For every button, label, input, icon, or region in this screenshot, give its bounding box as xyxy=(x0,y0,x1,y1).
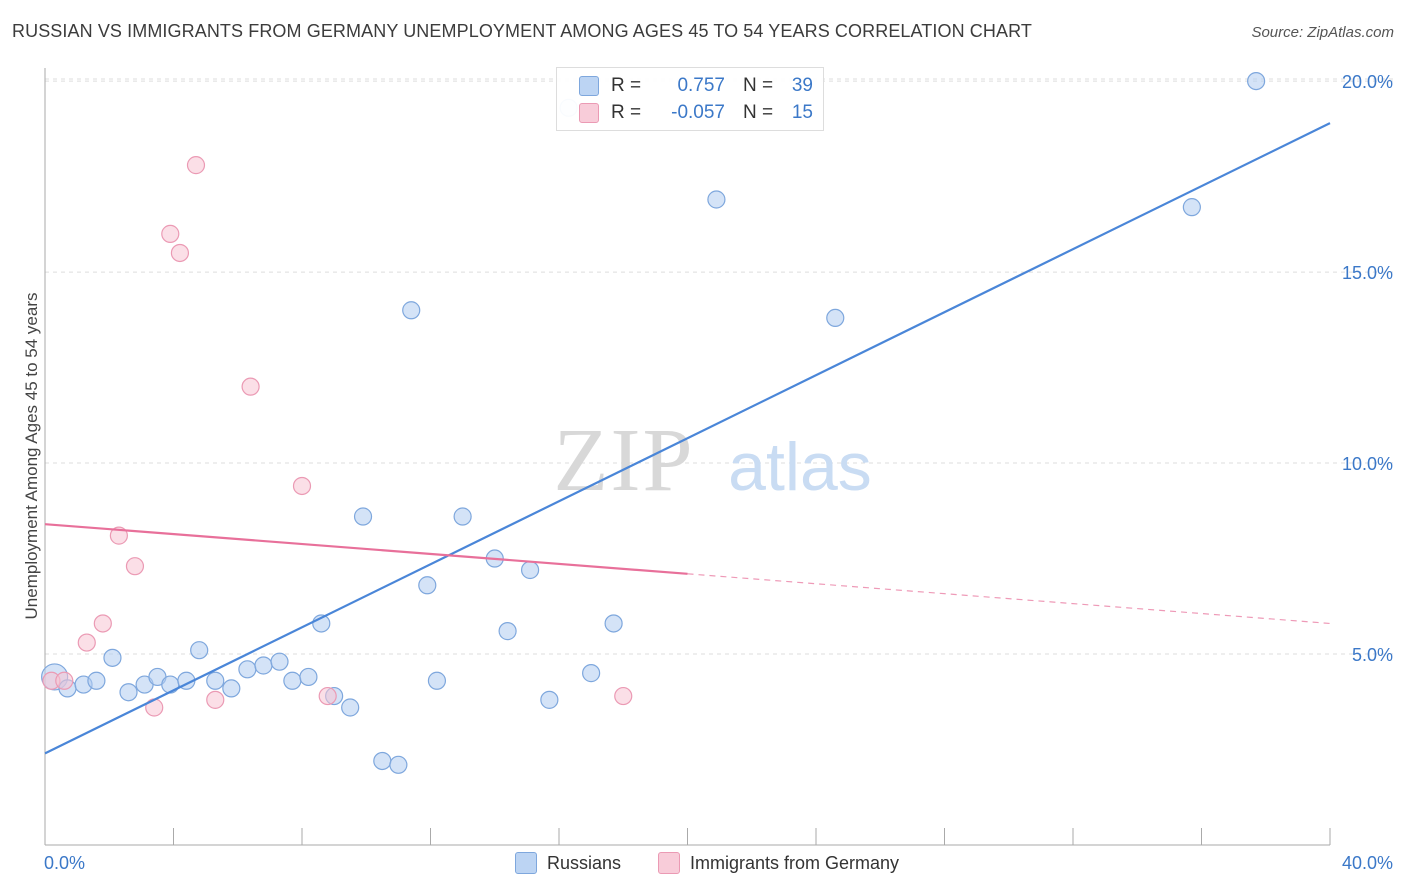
germany-point xyxy=(614,686,633,706)
legend-row-germany: R = -0.057 N = 15 xyxy=(579,101,813,125)
legend-item-germany: Immigrants from Germany xyxy=(658,852,899,874)
legend-n-value: 15 xyxy=(791,102,813,123)
y-tick-label: 20.0% xyxy=(1342,72,1393,92)
legend-n-value: 39 xyxy=(791,75,813,96)
legend-n-label: N = xyxy=(743,102,774,123)
legend-label-russians: Russians xyxy=(547,852,622,873)
russians-swatch xyxy=(579,76,599,96)
x-tick-label: 40.0% xyxy=(1342,853,1393,873)
watermark: ZIP atlas xyxy=(554,411,872,510)
russians-point xyxy=(87,671,106,690)
russians-point xyxy=(270,652,289,671)
russians-point xyxy=(1182,198,1201,217)
y-tick-label: 10.0% xyxy=(1342,454,1393,474)
germany-point xyxy=(93,614,112,633)
y-tick-label: 15.0% xyxy=(1342,263,1393,283)
russians-point xyxy=(119,683,138,702)
russians-point xyxy=(283,671,302,690)
series-legend: Russians Immigrants from Germany xyxy=(0,852,1406,878)
russians-point xyxy=(353,507,373,526)
russians-point xyxy=(427,671,447,690)
x-tick-label: 0.0% xyxy=(44,853,85,873)
russians-point xyxy=(418,576,437,595)
russians-point xyxy=(498,622,517,641)
legend-r-label: R = xyxy=(611,75,642,96)
russians-point xyxy=(299,667,318,687)
germany-swatch xyxy=(579,103,599,123)
russians-swatch xyxy=(515,852,537,874)
y-tick-label: 5.0% xyxy=(1352,645,1393,665)
legend-item-russians: Russians xyxy=(515,852,621,874)
russians-point xyxy=(238,660,257,679)
germany-point xyxy=(318,686,337,706)
germany-point xyxy=(161,224,180,243)
legend-r-value: -0.057 xyxy=(671,102,725,123)
russians-point xyxy=(540,690,559,709)
russians-point xyxy=(707,190,726,209)
germany-point xyxy=(206,690,225,709)
russians-point xyxy=(389,755,408,774)
russians-point xyxy=(206,671,225,690)
chart-title: RUSSIAN VS IMMIGRANTS FROM GERMANY UNEMP… xyxy=(12,21,1032,41)
russians-point xyxy=(604,614,623,633)
russians-point xyxy=(190,641,209,660)
russians-point xyxy=(161,675,180,694)
germany-point xyxy=(292,476,312,496)
russians-point xyxy=(341,698,360,717)
russians-point xyxy=(373,751,392,771)
gridlines xyxy=(45,78,1395,655)
germany-point xyxy=(170,243,190,263)
trend-lines xyxy=(44,122,1331,755)
russians-point xyxy=(103,648,122,667)
germany-point xyxy=(125,557,145,576)
russians-point xyxy=(582,664,601,683)
germany-point xyxy=(109,526,128,545)
watermark-atlas: atlas xyxy=(728,429,872,505)
source-credit: Source: ZipAtlas.com xyxy=(1251,24,1394,41)
legend-r-value: 0.757 xyxy=(677,75,725,96)
axes xyxy=(44,68,1331,846)
russians-point xyxy=(402,301,421,320)
legend-n-label: N = xyxy=(743,75,774,96)
watermark-zip: ZIP xyxy=(554,411,695,510)
tick-labels: 5.0% 10.0% 15.0% 20.0% 0.0% 40.0% xyxy=(44,72,1393,873)
russians-point xyxy=(520,560,540,580)
germany-point xyxy=(241,377,260,396)
germany-point xyxy=(77,633,96,652)
legend-row-russians: R = 0.757 N = 39 xyxy=(579,74,813,98)
russians-point xyxy=(254,656,273,675)
russians-point xyxy=(222,679,241,698)
germany-point xyxy=(186,156,206,175)
legend-r-label: R = xyxy=(611,102,642,123)
germany-point xyxy=(55,671,74,690)
russians-trend-line xyxy=(44,122,1331,755)
russians-point xyxy=(453,507,472,526)
germany-trend-extension xyxy=(687,573,1331,625)
russians-point xyxy=(1247,71,1266,91)
germany-swatch xyxy=(658,852,680,874)
legend-label-germany: Immigrants from Germany xyxy=(690,852,900,873)
germany-trend-line xyxy=(44,523,688,575)
correlation-legend: R = 0.757 N = 39 R = -0.057 N = 15 xyxy=(556,67,824,131)
russians-point xyxy=(826,308,845,328)
